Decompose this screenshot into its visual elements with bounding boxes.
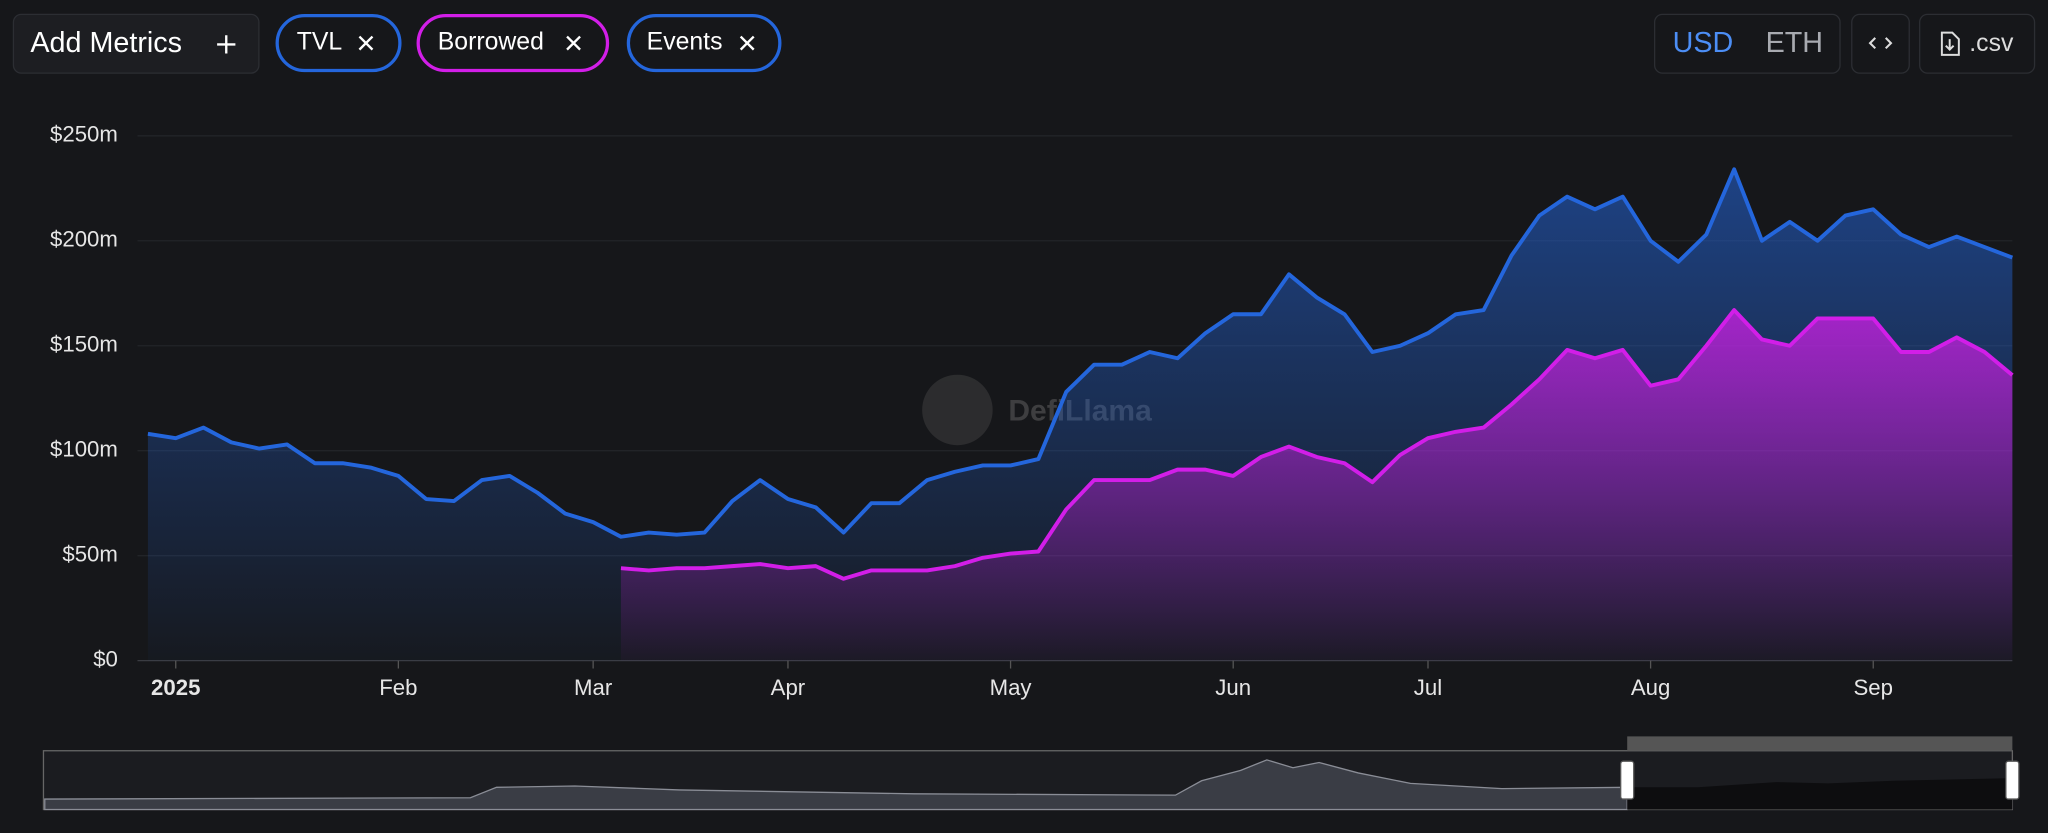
x-tick-label: 2025 bbox=[151, 675, 200, 700]
x-tick-label: Apr bbox=[771, 675, 806, 700]
file-icon bbox=[1940, 31, 1960, 56]
x-tick-label: Jul bbox=[1414, 675, 1442, 700]
watermark-logo bbox=[922, 374, 993, 446]
y-tick-label: $250m bbox=[50, 122, 118, 147]
y-tick-label: $200m bbox=[50, 227, 118, 252]
currency-option[interactable]: ETH bbox=[1766, 27, 1823, 59]
legend-entry: Borrowed bbox=[438, 29, 544, 56]
currency-option[interactable]: USD bbox=[1673, 27, 1734, 59]
navigator-handle[interactable] bbox=[2005, 760, 2020, 800]
x-tick-label: May bbox=[990, 675, 1033, 700]
area-fill bbox=[620, 310, 2013, 661]
series-line bbox=[620, 308, 2014, 581]
metric-chip[interactable] bbox=[626, 14, 782, 73]
navigator-selected-area bbox=[1627, 778, 2013, 810]
toolbar: Add Metrics TVL Borrowed Events USD ETH … bbox=[12, 13, 2036, 74]
csv-button[interactable] bbox=[1919, 13, 2036, 74]
y-tick-label: $100m bbox=[50, 437, 118, 462]
x-tick-label: Aug bbox=[1631, 675, 1670, 700]
add-metrics-button[interactable] bbox=[12, 13, 260, 74]
x-tick-label: Jun bbox=[1215, 675, 1251, 700]
remove-icon[interactable] bbox=[739, 35, 755, 51]
currency-toggle bbox=[1653, 13, 1841, 74]
remove-icon[interactable] bbox=[358, 35, 374, 51]
embed-icon bbox=[1868, 37, 1893, 50]
plot: $0 $50m $100m $150m $200m $250m 2025 Feb Mar Apr M… bbox=[50, 122, 2014, 700]
remove-icon[interactable] bbox=[566, 35, 581, 51]
csv-label: .csv bbox=[1969, 30, 2014, 57]
plus-icon bbox=[217, 35, 236, 54]
navigator-scrollbar[interactable] bbox=[1627, 736, 2013, 751]
y-tick-label: $0 bbox=[93, 647, 118, 672]
navigator bbox=[42, 736, 2020, 811]
x-tick-label: Mar bbox=[574, 675, 613, 700]
metric-chip[interactable] bbox=[275, 14, 402, 73]
navigator-handle[interactable] bbox=[1620, 760, 1635, 800]
x-tick-label: Sep bbox=[1853, 675, 1892, 700]
add-metrics-label: Add Metrics bbox=[30, 27, 182, 59]
series-line bbox=[147, 167, 2014, 539]
x-tick-label: Feb bbox=[379, 675, 417, 700]
events-label: Events bbox=[647, 29, 723, 56]
y-tick-label: $150m bbox=[50, 332, 118, 357]
legend-entry: TVL bbox=[297, 29, 342, 56]
metric-chip[interactable] bbox=[416, 14, 610, 73]
y-tick-label: $50m bbox=[62, 542, 118, 567]
embed-button[interactable] bbox=[1851, 13, 1910, 74]
